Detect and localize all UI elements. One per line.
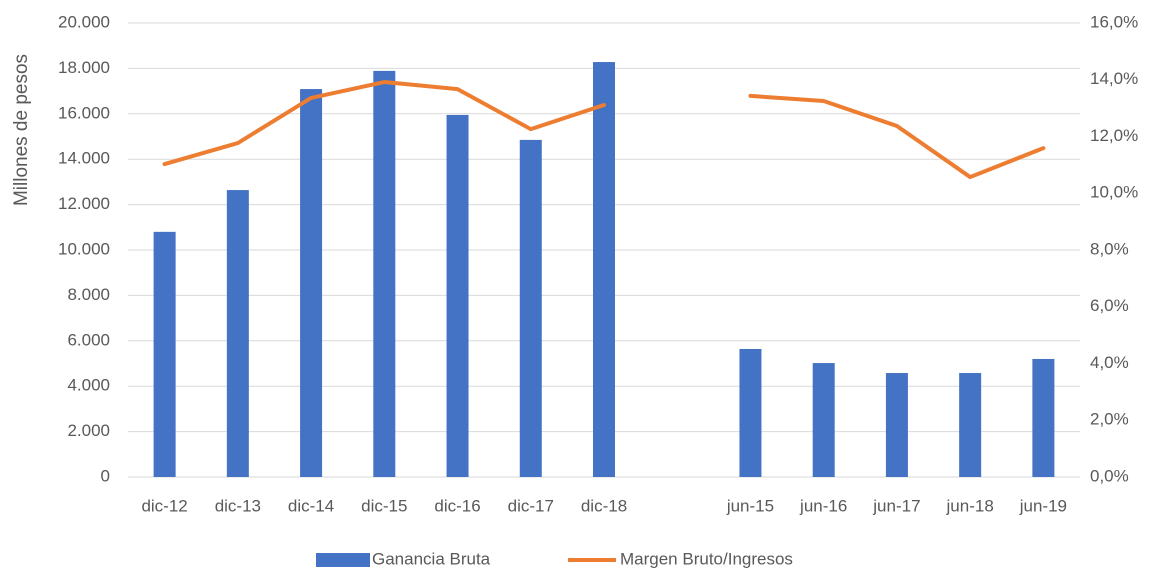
x-tick-label: dic-14 xyxy=(288,496,334,515)
y-axis-title: Millones de pesos xyxy=(11,54,32,206)
bar xyxy=(519,139,542,477)
y2-tick-label: 0,0% xyxy=(1090,466,1129,485)
x-tick-label: dic-17 xyxy=(508,496,554,515)
legend-swatch xyxy=(316,553,370,567)
y-tick-label: 14.000 xyxy=(58,149,110,168)
bar xyxy=(739,348,762,477)
bar xyxy=(300,89,323,477)
bar xyxy=(226,190,249,477)
legend-label: Margen Bruto/Ingresos xyxy=(620,549,793,568)
x-tick-label: dic-12 xyxy=(141,496,187,515)
y-tick-label: 20.000 xyxy=(58,12,110,31)
x-tick-label: jun-16 xyxy=(799,496,847,515)
y2-tick-label: 14,0% xyxy=(1090,69,1138,88)
legend-label: Ganancia Bruta xyxy=(372,549,491,568)
y2-tick-label: 12,0% xyxy=(1090,126,1138,145)
y2-tick-label: 2,0% xyxy=(1090,410,1129,429)
y-tick-label: 12.000 xyxy=(58,194,110,213)
x-tick-label: dic-15 xyxy=(361,496,407,515)
line xyxy=(162,80,1046,180)
y-tick-label: 2.000 xyxy=(67,421,110,440)
x-tick-label: jun-18 xyxy=(946,496,994,515)
bar xyxy=(446,114,469,477)
x-tick-label: dic-13 xyxy=(215,496,261,515)
y-tick-label: 8.000 xyxy=(67,285,110,304)
x-tick-label: dic-18 xyxy=(581,496,627,515)
y-tick-label: 10.000 xyxy=(58,239,110,258)
y2-tick-label: 16,0% xyxy=(1090,12,1138,31)
x-tick-label: dic-16 xyxy=(434,496,480,515)
y-tick-label: 4.000 xyxy=(67,376,110,395)
x-tick-label: jun-19 xyxy=(1019,496,1067,515)
y-tick-label: 16.000 xyxy=(58,103,110,122)
bar xyxy=(885,373,908,477)
bar xyxy=(1032,358,1055,477)
x-tick-label: jun-17 xyxy=(872,496,920,515)
y2-tick-label: 4,0% xyxy=(1090,353,1129,372)
y-tick-label: 6.000 xyxy=(67,330,110,349)
bar xyxy=(812,363,835,477)
bar xyxy=(959,373,982,477)
y2-tick-label: 8,0% xyxy=(1090,239,1129,258)
bar xyxy=(593,62,615,477)
bar xyxy=(373,70,396,477)
bar xyxy=(153,231,176,477)
y-tick-label: 0 xyxy=(101,466,110,485)
y2-tick-label: 6,0% xyxy=(1090,296,1129,315)
y-tick-label: 18.000 xyxy=(58,58,110,77)
y2-tick-label: 10,0% xyxy=(1090,183,1138,202)
x-tick-label: jun-15 xyxy=(726,496,774,515)
